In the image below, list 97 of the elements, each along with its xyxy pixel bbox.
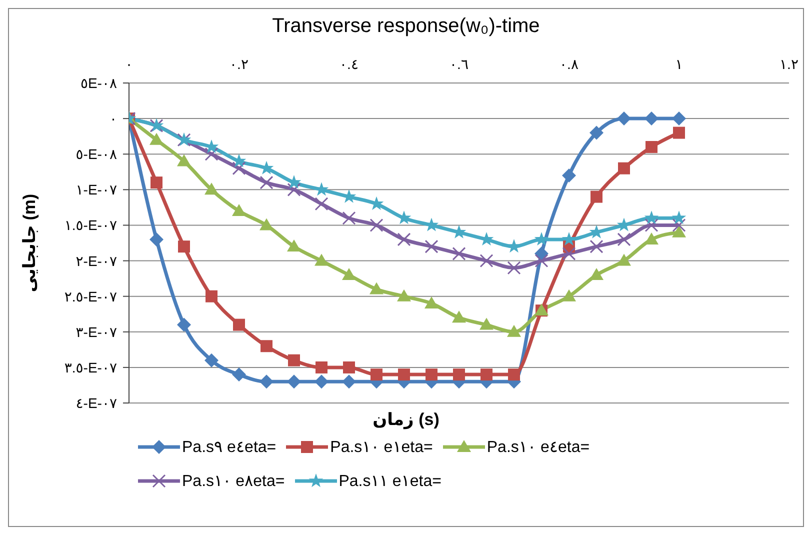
point bbox=[314, 374, 328, 389]
point bbox=[314, 254, 328, 266]
point bbox=[562, 232, 576, 246]
point bbox=[562, 168, 576, 182]
point bbox=[590, 240, 604, 254]
point bbox=[644, 232, 658, 244]
y-tick-label: ٥E-٠٨ bbox=[80, 75, 118, 91]
point bbox=[178, 240, 190, 253]
x-tick-label: ٠.٤ bbox=[340, 56, 358, 72]
point bbox=[562, 289, 576, 302]
point bbox=[260, 176, 274, 190]
point bbox=[617, 232, 631, 246]
point bbox=[424, 240, 438, 254]
y-tick-label: ١.٥-E-٠٧ bbox=[64, 217, 118, 234]
point bbox=[646, 141, 658, 153]
point bbox=[507, 261, 521, 275]
point bbox=[617, 112, 631, 126]
point bbox=[233, 318, 245, 331]
point bbox=[480, 254, 494, 268]
x-tick-label: ٠.٦ bbox=[450, 56, 468, 72]
y-tick-label: ٢-E-٠٧ bbox=[76, 252, 118, 269]
point bbox=[206, 290, 218, 302]
point bbox=[204, 353, 218, 368]
y-tick-label: ٣.٥-E-٠٧ bbox=[64, 359, 118, 376]
point bbox=[590, 126, 604, 140]
point bbox=[177, 318, 191, 332]
point bbox=[644, 210, 659, 224]
y-tick-label: ١-E-٠٧ bbox=[76, 182, 118, 198]
legend-label: Pa.s٩ e٤eta= bbox=[182, 438, 276, 457]
point bbox=[590, 268, 604, 280]
point bbox=[370, 282, 384, 294]
y-tick-label: ٤-E-٠٧ bbox=[76, 395, 118, 411]
point bbox=[397, 232, 411, 246]
x-tick-label: ١ bbox=[675, 56, 683, 72]
legend-label: Pa.s١١ e١eta= bbox=[338, 472, 442, 491]
y-tick-label: ٠ bbox=[109, 110, 117, 127]
point bbox=[232, 368, 246, 382]
point bbox=[617, 254, 631, 266]
point bbox=[314, 197, 328, 211]
point bbox=[672, 112, 686, 126]
point bbox=[287, 182, 301, 196]
point bbox=[342, 211, 356, 225]
y-axis-title: جابجایی (m) bbox=[20, 194, 40, 292]
point bbox=[287, 240, 301, 252]
point bbox=[342, 374, 356, 389]
x-tick-label: ٠ bbox=[125, 56, 133, 72]
y-tick-label: ٢.٥-E-٠٧ bbox=[64, 288, 118, 304]
point bbox=[644, 112, 658, 126]
point bbox=[424, 296, 438, 308]
point bbox=[370, 368, 382, 381]
point bbox=[150, 176, 162, 189]
point bbox=[177, 154, 191, 166]
point bbox=[534, 254, 548, 268]
point bbox=[204, 182, 218, 195]
point bbox=[232, 162, 246, 176]
point bbox=[150, 232, 164, 246]
y-tick-label: ٥-E-٠٨ bbox=[76, 146, 118, 162]
point bbox=[452, 246, 466, 260]
point bbox=[590, 190, 602, 203]
point bbox=[397, 289, 411, 302]
y-tick-label: ٣-E-٠٧ bbox=[76, 324, 118, 340]
chart-title: Transverse response(w₀)-time bbox=[271, 15, 541, 38]
point bbox=[673, 126, 685, 139]
x-axis-title: زمان (s) bbox=[372, 410, 440, 430]
point bbox=[507, 324, 521, 337]
point bbox=[316, 361, 328, 374]
point bbox=[644, 218, 658, 232]
point bbox=[562, 246, 576, 260]
point bbox=[260, 374, 274, 389]
point bbox=[150, 132, 164, 145]
legend-label: Pa.s١٠ e٤eta= bbox=[486, 438, 590, 457]
point bbox=[370, 218, 384, 232]
legend-label: Pa.s١٠ e١eta= bbox=[330, 438, 433, 457]
point bbox=[260, 218, 274, 230]
point bbox=[260, 340, 272, 352]
point bbox=[508, 368, 520, 381]
point bbox=[342, 268, 356, 280]
point bbox=[618, 162, 630, 174]
point bbox=[534, 232, 549, 246]
point bbox=[204, 147, 218, 161]
point bbox=[480, 368, 492, 381]
x-tick-label: ١.٢ bbox=[780, 56, 798, 72]
point bbox=[426, 368, 438, 381]
point bbox=[343, 361, 355, 374]
point bbox=[452, 310, 466, 323]
legend-label: Pa.s١٠ e٨eta= bbox=[182, 472, 285, 491]
point bbox=[287, 374, 301, 389]
point bbox=[480, 318, 494, 330]
point bbox=[672, 218, 686, 232]
point bbox=[672, 210, 686, 224]
x-tick-label: ٠.٨ bbox=[560, 56, 579, 72]
point bbox=[453, 368, 465, 381]
point bbox=[232, 204, 246, 216]
point bbox=[672, 225, 686, 238]
point bbox=[398, 368, 410, 381]
x-tick-label: ٠.٢ bbox=[230, 56, 248, 72]
point bbox=[288, 354, 300, 366]
